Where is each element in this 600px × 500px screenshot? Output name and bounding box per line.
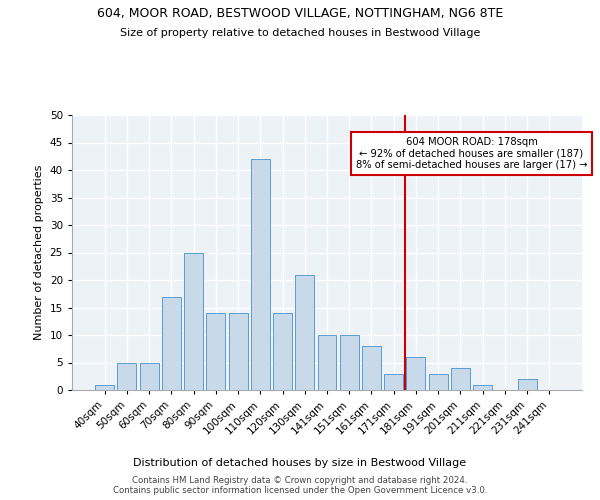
Bar: [295, 274, 314, 390]
Bar: [317, 335, 337, 390]
Y-axis label: Number of detached properties: Number of detached properties: [34, 165, 44, 340]
Bar: [340, 335, 359, 390]
Bar: [429, 374, 448, 390]
Bar: [451, 368, 470, 390]
Bar: [406, 357, 425, 390]
Text: Distribution of detached houses by size in Bestwood Village: Distribution of detached houses by size …: [133, 458, 467, 468]
Bar: [518, 379, 536, 390]
Bar: [384, 374, 403, 390]
Bar: [118, 362, 136, 390]
Bar: [162, 296, 181, 390]
Bar: [362, 346, 381, 390]
Text: 604 MOOR ROAD: 178sqm
← 92% of detached houses are smaller (187)
8% of semi-deta: 604 MOOR ROAD: 178sqm ← 92% of detached …: [356, 137, 587, 170]
Bar: [229, 313, 248, 390]
Bar: [473, 384, 492, 390]
Bar: [184, 252, 203, 390]
Text: 604, MOOR ROAD, BESTWOOD VILLAGE, NOTTINGHAM, NG6 8TE: 604, MOOR ROAD, BESTWOOD VILLAGE, NOTTIN…: [97, 8, 503, 20]
Text: Size of property relative to detached houses in Bestwood Village: Size of property relative to detached ho…: [120, 28, 480, 38]
Bar: [273, 313, 292, 390]
Bar: [140, 362, 158, 390]
Bar: [206, 313, 225, 390]
Text: Contains HM Land Registry data © Crown copyright and database right 2024.
Contai: Contains HM Land Registry data © Crown c…: [113, 476, 487, 495]
Bar: [251, 159, 270, 390]
Bar: [95, 384, 114, 390]
